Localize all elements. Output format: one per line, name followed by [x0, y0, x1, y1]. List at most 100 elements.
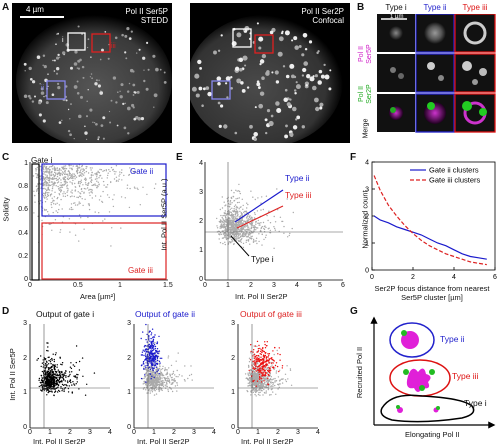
- sted-spot: [126, 106, 131, 111]
- e-point: [235, 208, 237, 211]
- d-gated-point: [152, 369, 154, 372]
- c-point: [65, 181, 67, 183]
- d-point: [38, 385, 40, 388]
- c-point: [48, 172, 51, 174]
- c-point: [57, 185, 59, 188]
- d-point: [289, 368, 292, 370]
- d-point: [51, 378, 53, 380]
- c-point: [64, 170, 66, 173]
- c-point: [70, 177, 73, 179]
- c-point: [71, 189, 73, 191]
- d-gated-point: [142, 360, 145, 363]
- sted-spot: [127, 132, 130, 135]
- e-point: [286, 198, 288, 200]
- c-point: [42, 165, 45, 167]
- e-point: [224, 232, 226, 234]
- d-point: [175, 375, 177, 378]
- e-point: [253, 230, 255, 232]
- d-gated-point: [143, 368, 145, 370]
- c-point: [46, 189, 48, 191]
- c-point: [61, 184, 63, 187]
- d-point: [49, 361, 52, 363]
- sted-spot: [129, 68, 134, 73]
- c-point: [64, 165, 67, 167]
- e-point: [220, 225, 222, 227]
- confocal-spot: [199, 66, 203, 70]
- c-point: [70, 191, 72, 193]
- e-point: [254, 226, 256, 228]
- d-gated-point: [255, 355, 258, 357]
- e-point: [243, 220, 245, 223]
- e-point: [260, 202, 262, 204]
- confocal-spot: [289, 98, 292, 101]
- e-point: [231, 207, 233, 209]
- sted-spot: [124, 102, 127, 105]
- e-point: [244, 226, 246, 228]
- d-gated-point: [264, 373, 266, 375]
- d-point: [290, 384, 293, 386]
- e-point: [230, 238, 233, 241]
- sted-spot: [85, 138, 88, 141]
- d-gated-point: [153, 376, 155, 379]
- e-point: [246, 220, 248, 222]
- sted-spot: [91, 77, 93, 80]
- d-point: [86, 383, 88, 385]
- d-gated-point: [277, 353, 279, 355]
- d-point: [68, 385, 71, 387]
- c-point: [62, 168, 64, 170]
- e-point: [264, 236, 267, 239]
- e-point: [224, 243, 226, 246]
- f-ytick-label: 4: [365, 160, 369, 167]
- d-point: [248, 361, 251, 363]
- d-point: [284, 379, 287, 381]
- e-point: [231, 240, 234, 242]
- c-point: [120, 227, 122, 229]
- d-gated-point: [141, 354, 144, 356]
- e-point: [244, 210, 246, 213]
- confocal-spot: [234, 131, 238, 135]
- d-gated-point: [150, 334, 152, 336]
- e-point: [235, 216, 237, 218]
- e-point: [238, 183, 240, 186]
- e-point: [241, 230, 243, 232]
- d-point: [256, 378, 259, 381]
- d-gated-point: [263, 380, 265, 382]
- e-point: [233, 226, 235, 228]
- e-point: [289, 232, 291, 235]
- d-point: [267, 364, 269, 367]
- e-point: [232, 217, 234, 219]
- d-point: [75, 361, 78, 364]
- c-point: [74, 234, 77, 236]
- d-point: [268, 394, 271, 396]
- c-point: [118, 178, 120, 180]
- e-point: [269, 229, 271, 232]
- d-point: [254, 382, 256, 385]
- sted-spot: [131, 103, 135, 107]
- panel-label-a: A: [2, 2, 10, 13]
- d-gated-point: [152, 355, 154, 357]
- c-point: [51, 190, 53, 192]
- crop-ser2p-iii: [454, 53, 496, 93]
- d-point: [58, 378, 61, 381]
- d-gated-point: [266, 345, 268, 347]
- d-gated-point: [146, 333, 148, 336]
- e-point: [230, 242, 232, 244]
- d-point: [277, 388, 279, 390]
- c-point: [112, 198, 114, 201]
- c-point: [98, 183, 100, 185]
- d-point: [169, 375, 171, 377]
- e-point: [230, 233, 232, 235]
- c-point: [45, 174, 47, 176]
- d-point: [60, 386, 62, 388]
- d-point: [38, 379, 40, 381]
- d-point: [177, 352, 179, 354]
- e-point: [222, 218, 224, 220]
- e-point: [247, 219, 250, 221]
- d-point: [153, 378, 155, 381]
- c-point: [52, 211, 54, 214]
- d-point: [158, 375, 161, 377]
- sted-spot: [65, 85, 68, 88]
- c-point: [89, 194, 91, 197]
- c-point: [69, 196, 72, 198]
